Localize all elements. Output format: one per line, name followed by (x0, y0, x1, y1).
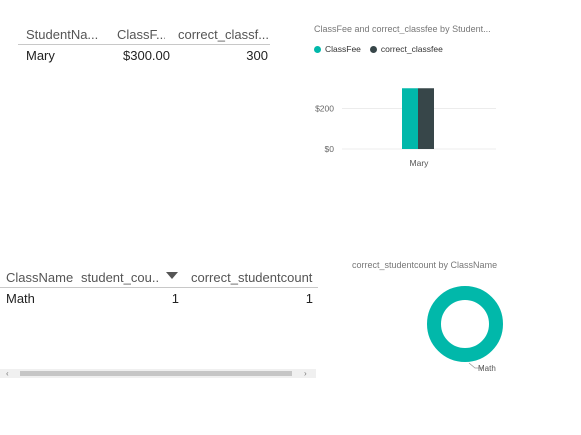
column-header-classname[interactable]: ClassName (6, 270, 74, 285)
legend-classfee-label[interactable]: ClassFee (325, 44, 361, 54)
bar-classfee[interactable] (402, 88, 418, 149)
cell-correct-classfee: 300 (246, 48, 268, 63)
cell-student-count: 1 (171, 291, 179, 306)
table-header-row: ClassName student_cou... correct_student… (0, 267, 318, 288)
bar-chart: $0 $200 Mary (315, 88, 496, 168)
column-header-studentname[interactable]: StudentNa... (26, 27, 99, 42)
bar-correct-classfee[interactable] (418, 88, 434, 149)
class-count-table: ClassName student_cou... correct_student… (0, 267, 318, 308)
column-header-student-count[interactable]: student_cou... (81, 270, 159, 285)
student-fee-table: StudentNa... ClassF... correct_classf...… (18, 24, 270, 65)
donut-chart-title: correct_studentcount by ClassName (352, 260, 498, 270)
column-header-correct-studentcount[interactable]: correct_studentcount (191, 270, 313, 285)
donut-chart: Math (427, 286, 503, 373)
x-tick-label: Mary (410, 158, 430, 168)
table-header-row: StudentNa... ClassF... correct_classf... (18, 24, 270, 45)
slice-leader-line (468, 362, 483, 369)
table-row[interactable]: Mary $300.00 300 (18, 45, 270, 65)
scroll-right-arrow-icon[interactable]: › (304, 369, 307, 378)
bar-chart-title: ClassFee and correct_classfee by Student… (314, 24, 491, 34)
legend-correct-classfee-label[interactable]: correct_classfee (380, 44, 443, 54)
scroll-left-arrow-icon[interactable]: ‹ (6, 369, 9, 378)
sort-desc-icon[interactable] (166, 272, 178, 279)
column-header-correct-classfee[interactable]: correct_classf... (178, 27, 270, 42)
cell-classfee: $300.00 (123, 48, 170, 63)
donut-slice-math[interactable] (427, 286, 503, 362)
column-header-classfee[interactable]: ClassF... (117, 27, 165, 42)
cell-correct-studentcount: 1 (305, 291, 313, 306)
legend-correct-classfee-swatch (369, 45, 377, 53)
cell-studentname: Mary (26, 48, 55, 63)
slice-label: Math (478, 364, 496, 373)
legend-classfee-swatch (314, 45, 321, 53)
horizontal-scrollbar-thumb[interactable] (20, 371, 292, 376)
y-tick-label: $200 (315, 104, 334, 114)
y-tick-label: $0 (325, 144, 335, 154)
table-row[interactable]: Math 1 1 (0, 288, 318, 308)
cell-classname: Math (6, 291, 35, 306)
bar-chart-legend: ClassFee correct_classfee (314, 44, 448, 54)
